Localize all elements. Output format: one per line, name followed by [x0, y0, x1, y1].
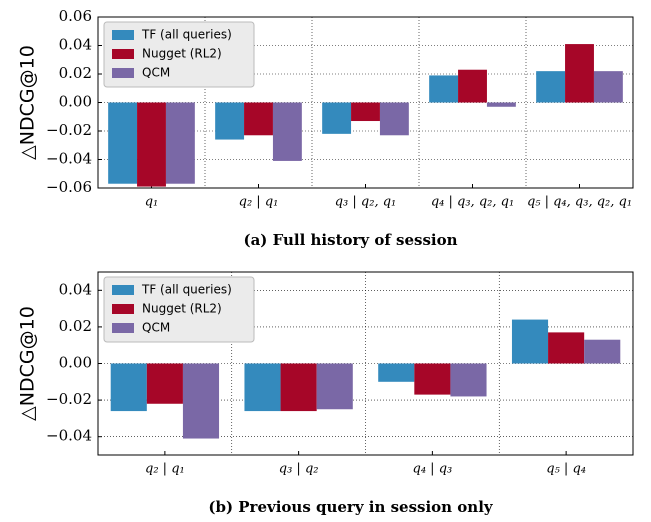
legend-swatch — [112, 323, 134, 333]
bar — [379, 102, 409, 136]
x-tick-label: q₂ | q₁ — [239, 195, 279, 210]
y-tick-label: 0.02 — [59, 64, 92, 82]
bar — [536, 71, 566, 103]
bar — [146, 363, 183, 404]
x-tick-label: q₅ | q₄ — [546, 462, 586, 477]
bar — [215, 102, 245, 140]
bar — [458, 69, 487, 103]
bar — [244, 363, 281, 412]
x-tick-label: q₂ | q₁ — [145, 462, 185, 477]
legend-swatch — [112, 68, 134, 78]
legend-label: Nugget (RL2) — [142, 302, 222, 316]
bar — [565, 44, 594, 103]
bar — [429, 75, 459, 103]
bar — [548, 332, 585, 364]
bar — [137, 102, 166, 187]
y-axis-label: △NDCG@10 — [17, 306, 39, 421]
y-tick-label: −0.04 — [46, 150, 92, 168]
y-tick-label: −0.04 — [46, 427, 92, 445]
caption: (a) Full history of session — [243, 231, 457, 249]
legend-swatch — [112, 285, 134, 295]
x-tick-label: q₁ — [145, 195, 159, 210]
bar — [511, 319, 549, 364]
legend-box — [103, 276, 255, 343]
bar — [316, 363, 353, 410]
y-tick-label: 0.04 — [59, 280, 92, 298]
legend-swatch — [112, 49, 134, 59]
bar — [244, 102, 273, 136]
axes-frame — [97, 271, 634, 456]
legend-swatch — [112, 304, 134, 314]
y-axis-label: △NDCG@10 — [17, 45, 39, 160]
axes-frame — [97, 16, 634, 189]
legend-box — [103, 21, 255, 88]
caption: (b) Previous query in session only — [208, 498, 494, 516]
bar — [322, 102, 352, 134]
bar — [486, 102, 516, 107]
bar — [165, 102, 195, 184]
y-tick-label: 0.00 — [59, 93, 92, 111]
bar — [280, 363, 317, 412]
bar — [414, 363, 451, 395]
legend-label: TF (all queries) — [141, 28, 232, 42]
bar — [593, 71, 623, 103]
y-tick-label: −0.02 — [46, 121, 92, 139]
bar — [182, 363, 220, 439]
y-tick-label: 0.04 — [59, 36, 92, 54]
y-tick-label: 0.06 — [59, 7, 92, 25]
x-tick-label: q₅ | q₄, q₃, q₂, q₁ — [527, 195, 632, 210]
y-tick-label: −0.06 — [46, 178, 92, 196]
bar — [378, 363, 415, 382]
bar — [351, 102, 380, 122]
legend-label: QCM — [142, 321, 170, 335]
x-tick-label: q₃ | q₂, q₁ — [335, 195, 397, 210]
legend-label: QCM — [142, 66, 170, 80]
bar — [108, 102, 138, 184]
legend-swatch — [112, 30, 134, 40]
bar — [110, 363, 147, 412]
bar — [584, 339, 621, 364]
y-tick-label: 0.02 — [59, 317, 92, 335]
y-tick-label: −0.02 — [46, 390, 92, 408]
x-tick-label: q₄ | q₃, q₂, q₁ — [431, 195, 514, 210]
legend-label: Nugget (RL2) — [142, 47, 222, 61]
y-tick-label: 0.00 — [59, 354, 92, 372]
legend-label: TF (all queries) — [141, 283, 232, 297]
bar — [272, 102, 302, 161]
bar — [450, 363, 487, 397]
x-tick-label: q₃ | q₂ — [279, 462, 319, 477]
x-tick-label: q₄ | q₃ — [413, 462, 453, 477]
